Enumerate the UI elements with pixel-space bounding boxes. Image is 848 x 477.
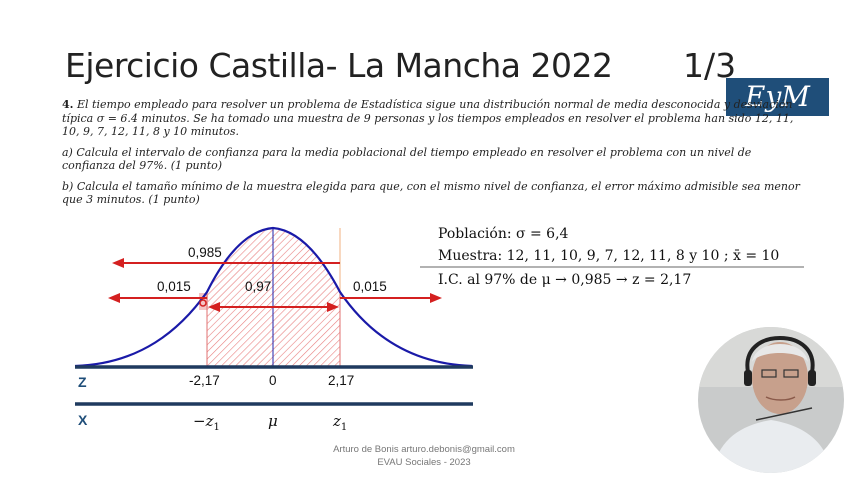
eym-logo: EyM	[726, 78, 829, 116]
problem-part-b: b) Calcula el tamaño mínimo de la muestr…	[62, 179, 800, 207]
z-tick-right: 2,17	[328, 373, 355, 388]
z-tick-center: 0	[269, 373, 277, 388]
z-tick-left: -2,17	[189, 373, 220, 388]
webcam-overlay	[698, 327, 844, 473]
label-0985: 0,985	[188, 245, 222, 260]
label-0015-right: 0,015	[353, 279, 387, 294]
left-tail-area	[199, 293, 208, 310]
z-axis-label: Z	[78, 374, 87, 390]
problem-number: 4.	[62, 98, 74, 111]
normal-curve	[74, 226, 473, 368]
note-poblacion: Población: σ = 6,4	[438, 226, 569, 242]
footer-course: EVAU Sociales - 2023	[377, 457, 471, 468]
problem-statement: 4. El tiempo empleado para resolver un p…	[62, 98, 802, 214]
x-axis-label: X	[78, 412, 88, 428]
x-tick-center: μ	[268, 412, 278, 430]
x-tick-right: z1	[333, 412, 348, 433]
footer-author: Arturo de Bonis arturo.debonis@gmail.com	[333, 444, 515, 455]
problem-text: El tiempo empleado para resolver un prob…	[62, 98, 794, 138]
slide-title: Ejercicio Castilla- La Mancha 2022	[65, 46, 613, 85]
problem-part-a: a) Calcula el intervalo de confianza par…	[62, 145, 752, 173]
x-tick-left: −z1	[193, 412, 220, 433]
cursor-marker	[199, 299, 207, 307]
note-ic: I.C. al 97% de μ → 0,985 → z = 2,17	[438, 272, 692, 288]
label-097: 0,97	[245, 279, 272, 294]
label-0015-left: 0,015	[157, 279, 191, 294]
note-muestra: Muestra: 12, 11, 10, 9, 7, 12, 11, 8 y 1…	[438, 248, 780, 264]
